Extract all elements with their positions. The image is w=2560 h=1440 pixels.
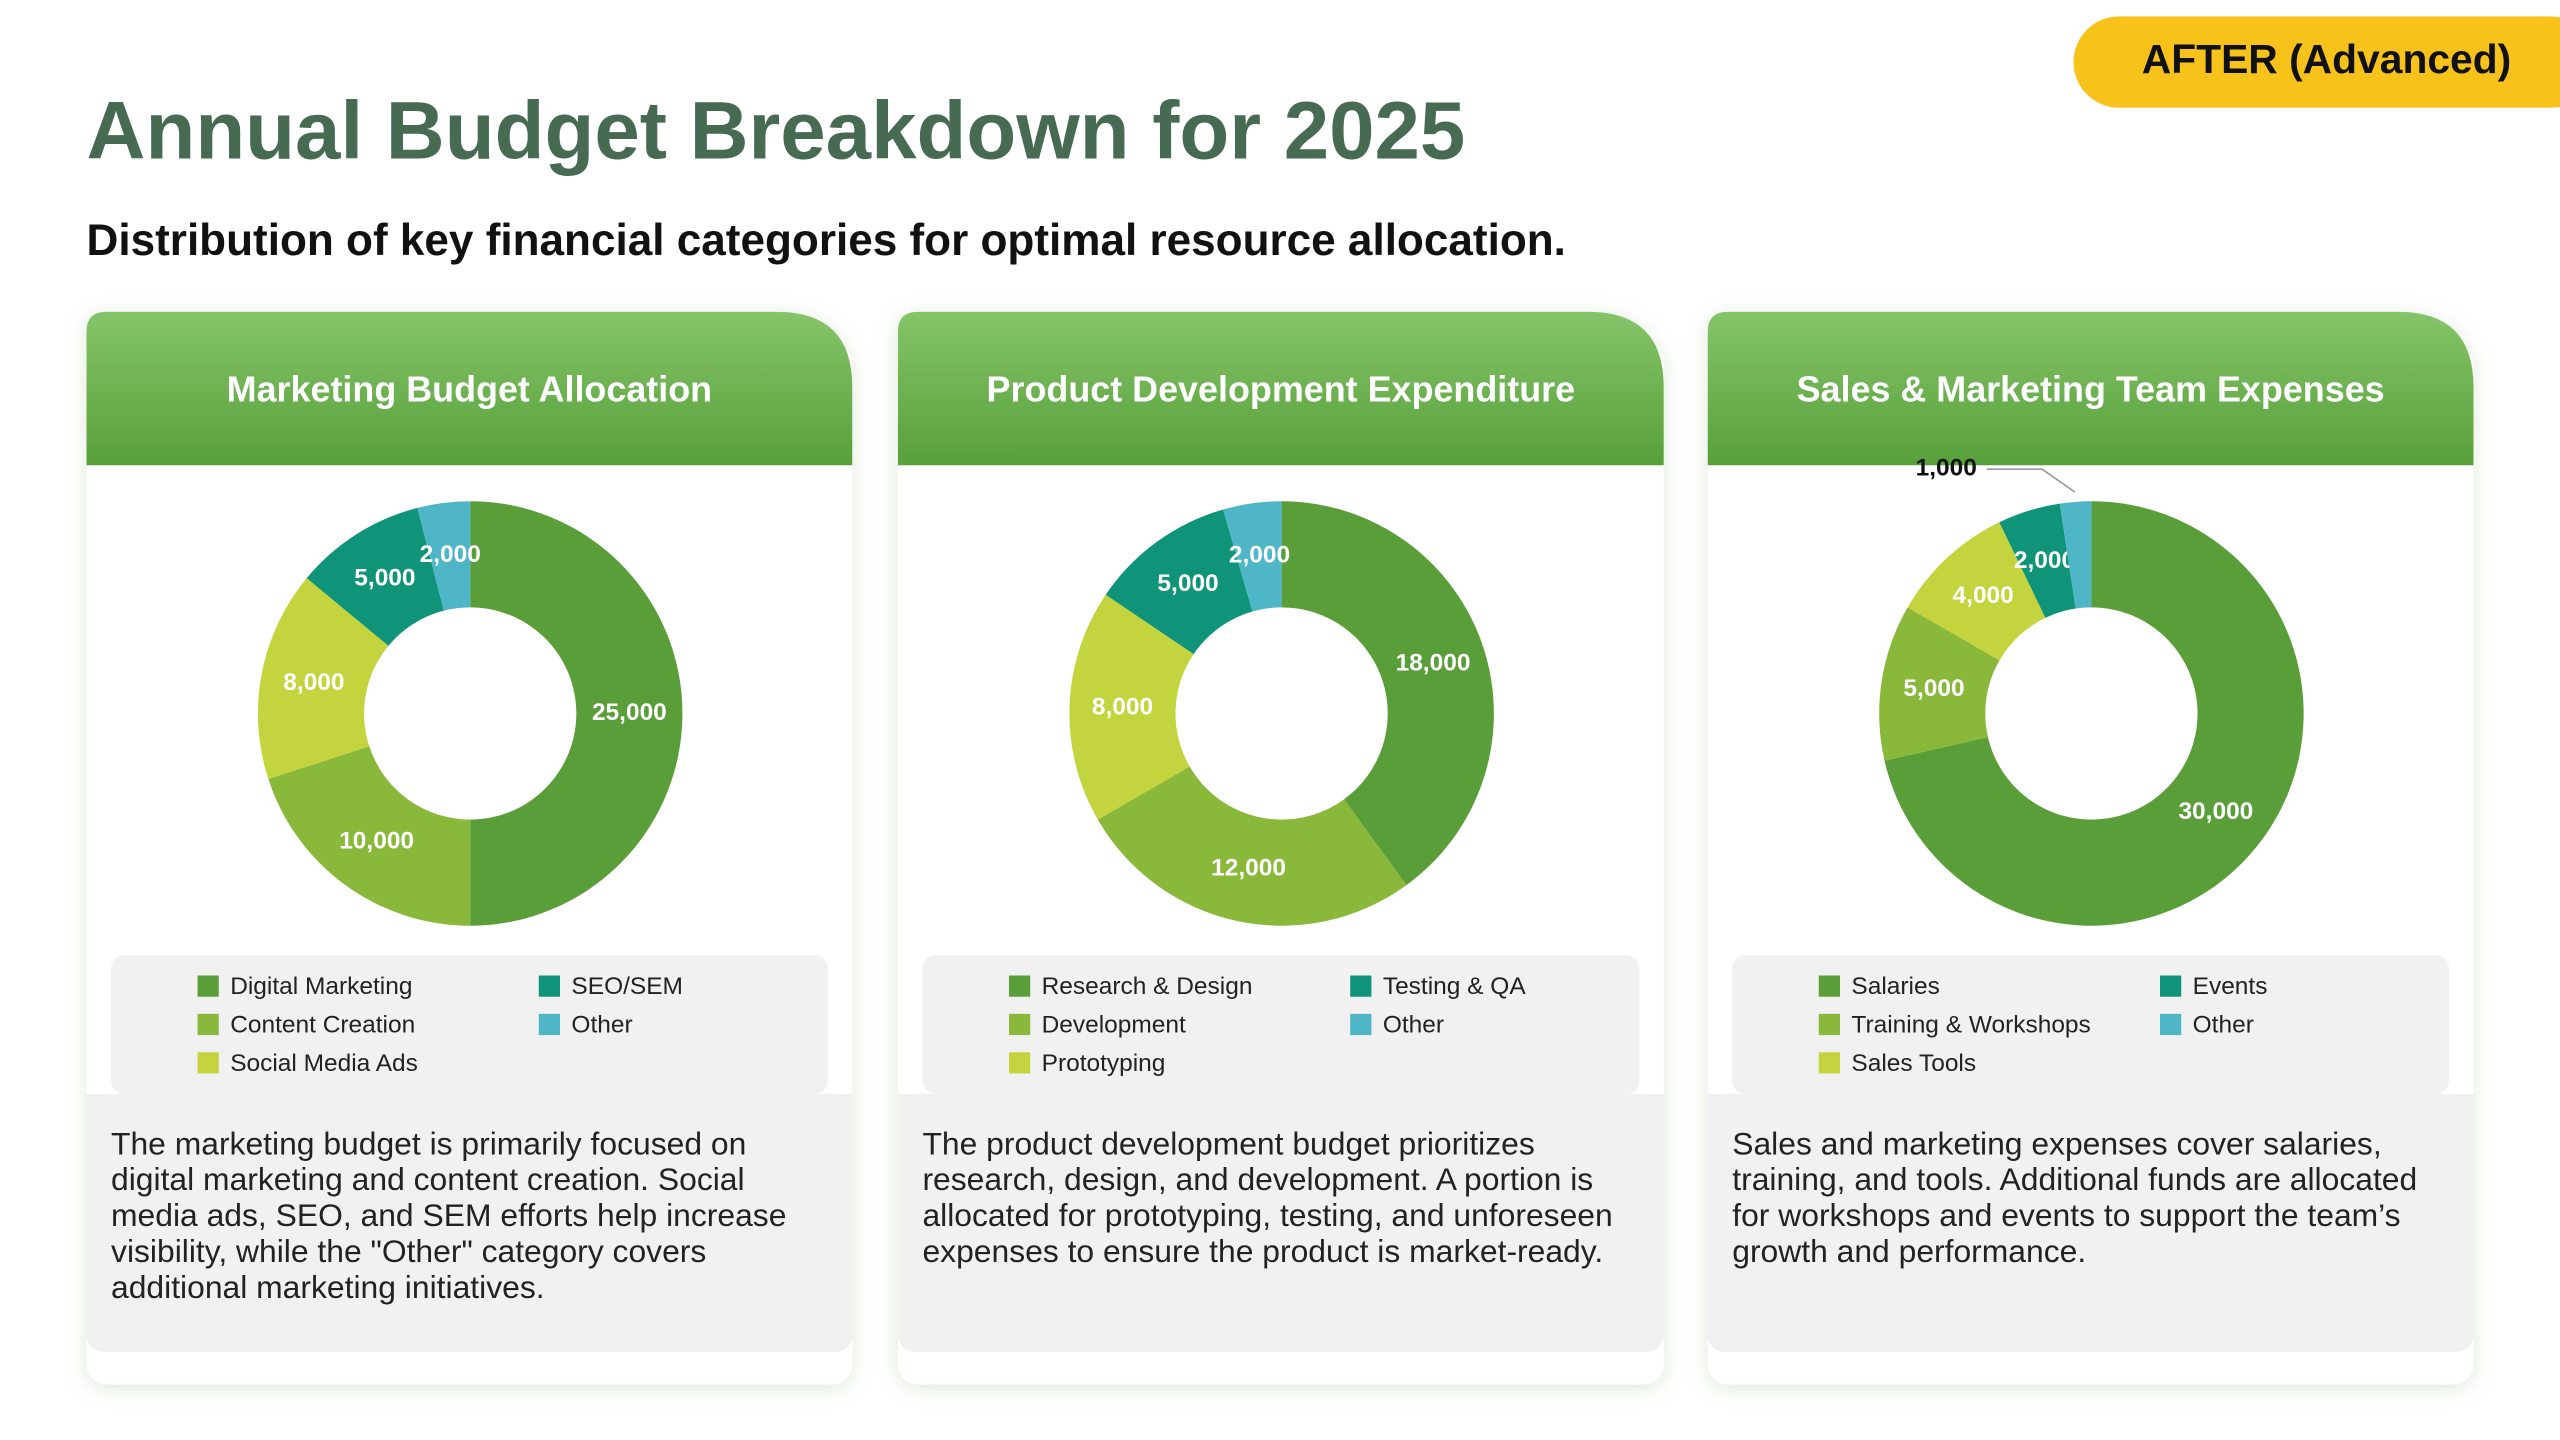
description-box: The product development budget prioritiz…	[922, 1126, 1613, 1271]
legend-label: SEO/SEM	[571, 973, 682, 1000]
value-label: 30,000	[2178, 798, 2253, 825]
leader-line	[1986, 468, 2076, 493]
value-label: 4,000	[1953, 582, 2014, 609]
legend-swatch	[2160, 975, 2182, 997]
description: Sales and marketing expenses cover salar…	[1732, 1126, 2418, 1271]
value-label: 10,000	[339, 828, 414, 855]
value-label: 2,000	[420, 541, 481, 568]
legend-swatch	[2160, 1013, 2182, 1036]
badge-bg	[2073, 16, 2560, 108]
legend-bg	[1732, 955, 2449, 1094]
description-bg-top	[897, 1093, 1664, 1127]
donut-slice	[2059, 501, 2092, 609]
value-label: 8,000	[283, 669, 344, 696]
legend-swatch	[197, 1052, 219, 1074]
donut-slice	[1223, 501, 1282, 612]
legend-swatch	[1008, 1013, 1031, 1036]
legend-swatch	[1818, 1052, 1840, 1074]
description-bg-top	[1707, 1093, 2474, 1127]
donut-slice	[268, 746, 471, 926]
donut-slice	[1879, 607, 2000, 761]
legend-swatch	[1008, 1052, 1031, 1074]
title: Annual Budget Breakdown for 2025	[87, 86, 1466, 177]
donut-slice	[1105, 509, 1253, 655]
legend-label: Salaries	[1851, 973, 1939, 1000]
donut-slice	[1999, 503, 2076, 618]
legend-label: Events	[2193, 973, 2268, 1000]
card-header	[1707, 311, 2474, 466]
legend-label: Digital Marketing	[230, 973, 412, 1000]
legend-label: Other	[2193, 1012, 2254, 1039]
legend-swatch	[1818, 1013, 1840, 1036]
legend-swatch	[1350, 975, 1372, 997]
card-title: Product Development Expenditure	[987, 368, 1576, 409]
donut-slice	[1097, 766, 1407, 926]
card-title: Sales & Marketing Team Expenses	[1797, 368, 2385, 409]
donut-slice	[257, 578, 389, 780]
subtitle: Distribution of key financial categories…	[87, 216, 1566, 265]
legend-label: Prototyping	[1042, 1050, 1166, 1077]
donut-slice	[306, 507, 444, 646]
description: The product development budget prioritiz…	[922, 1126, 1613, 1271]
legend-swatch	[197, 975, 219, 997]
value-label: 5,000	[1903, 675, 1964, 702]
description-box: The marketing budget is primarily focuse…	[111, 1126, 787, 1307]
donut-slice	[1281, 501, 1494, 886]
card-header	[86, 311, 853, 466]
legend-label: Other	[571, 1012, 632, 1039]
value-label: 25,000	[592, 699, 667, 726]
legend-label: Training & Workshops	[1851, 1012, 2090, 1039]
description-bg-top	[86, 1093, 853, 1127]
donut-slice	[417, 501, 471, 611]
legend-swatch	[1818, 975, 1840, 997]
donut-slice	[470, 501, 683, 926]
card-title: Marketing Budget Allocation	[227, 368, 712, 409]
description: The marketing budget is primarily focuse…	[111, 1126, 787, 1307]
legend-label: Social Media Ads	[230, 1050, 418, 1077]
legend-label: Other	[1383, 1012, 1444, 1039]
legend-label: Research & Design	[1042, 973, 1253, 1000]
legend-swatch	[1350, 1013, 1372, 1036]
value-label: 1,000	[1916, 455, 1977, 482]
legend-bg	[111, 955, 828, 1094]
value-label: 2,000	[1229, 541, 1290, 568]
donut-slice	[1069, 594, 1194, 820]
value-label: 8,000	[1092, 693, 1153, 720]
description-box: Sales and marketing expenses cover salar…	[1732, 1126, 2418, 1271]
card-header	[897, 311, 1664, 466]
badge: AFTER (Advanced)	[2142, 36, 2511, 82]
description-bg	[86, 1093, 853, 1352]
description-bg	[1707, 1093, 2474, 1352]
legend-label: Content Creation	[230, 1012, 415, 1039]
value-label: 2,000	[2014, 547, 2075, 574]
legend-swatch	[538, 975, 560, 997]
legend-label: Development	[1042, 1012, 1186, 1039]
legend-swatch	[197, 1013, 219, 1036]
value-label: 5,000	[1157, 570, 1218, 597]
legend-label: Sales Tools	[1851, 1050, 1976, 1077]
donut-slice	[1907, 522, 2046, 661]
legend-bg	[922, 955, 1640, 1094]
value-label: 12,000	[1211, 855, 1286, 882]
value-label: 5,000	[354, 565, 415, 592]
legend-swatch	[1008, 975, 1031, 997]
legend-swatch	[538, 1013, 560, 1036]
legend-label: Testing & QA	[1383, 973, 1526, 1000]
description-bg	[897, 1093, 1664, 1352]
donut-slice	[1884, 501, 2304, 926]
value-label: 18,000	[1396, 650, 1471, 677]
